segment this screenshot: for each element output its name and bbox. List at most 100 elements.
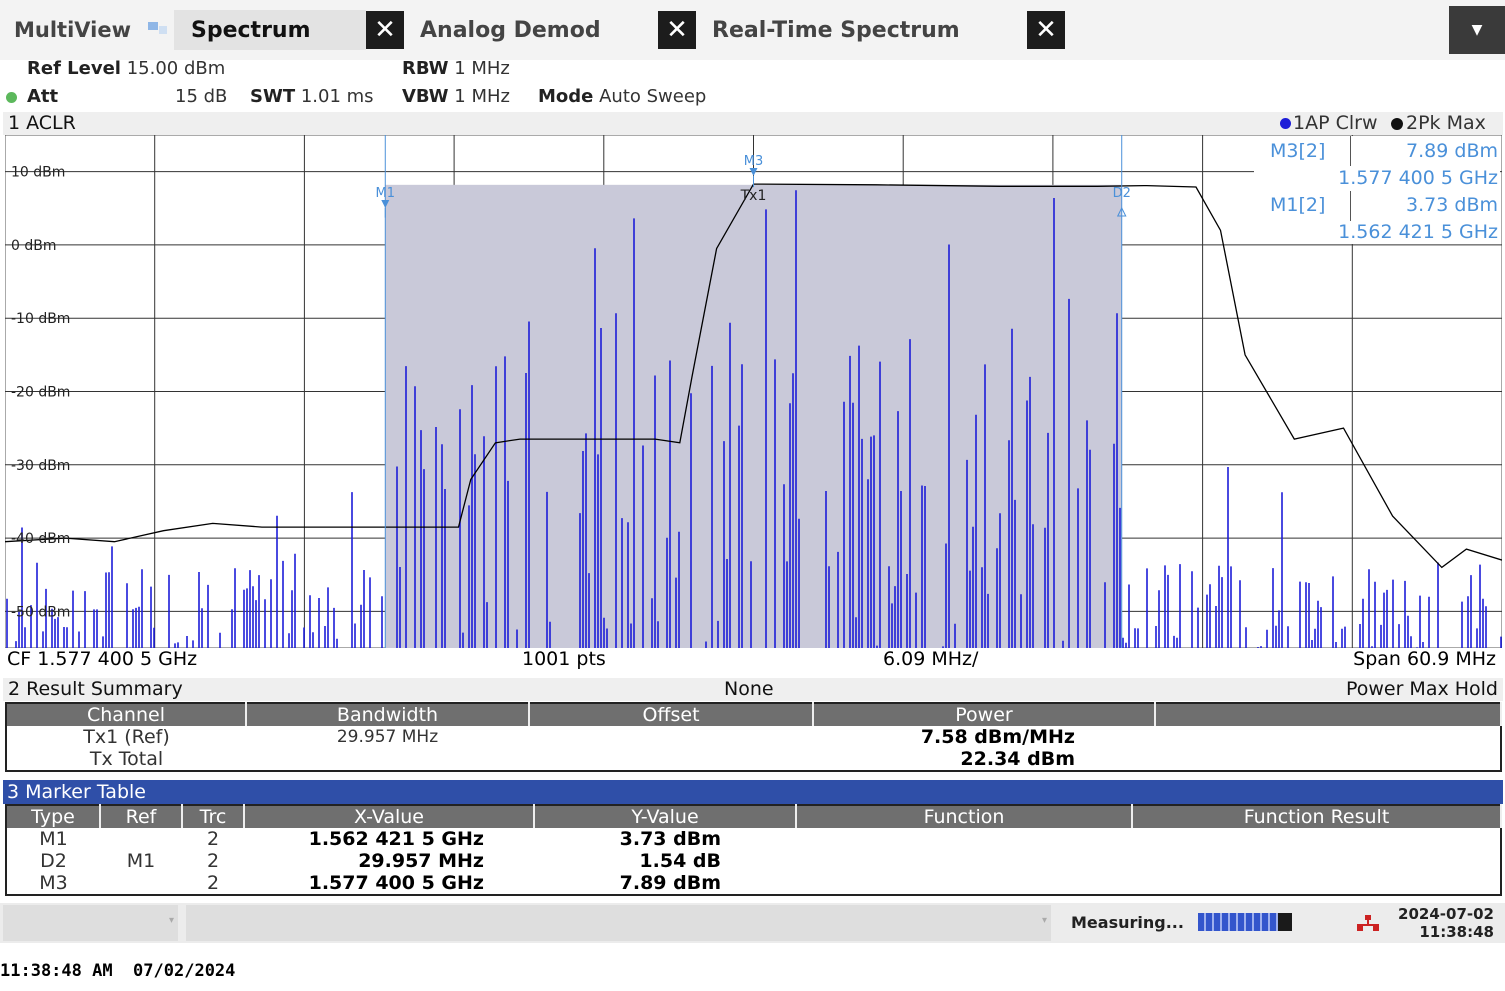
marker-table-header[interactable]: 3 Marker Table: [3, 780, 1503, 804]
ref-level-value: 15.00 dBm: [126, 58, 226, 79]
marker-d2[interactable]: D2: [1113, 135, 1131, 648]
tab-bar: MultiView Spectrum ✕ Analog Demod ✕ Real…: [0, 0, 1505, 60]
trace1-legend[interactable]: 1AP Clrw: [1293, 112, 1378, 134]
y-value-cell: 3.73 dBm: [619, 828, 721, 850]
tab-real-time-spectrum[interactable]: Real-Time Spectrum: [712, 17, 960, 43]
marker-readout-m3-freq: 1.577 400 5 GHz: [1338, 167, 1498, 189]
extra-cell: [1155, 726, 1501, 748]
status-time: 11:38:48: [1419, 923, 1494, 941]
status-date: 2024-07-02: [1398, 905, 1494, 923]
marker-readout-m3-name: M3[2]: [1270, 140, 1326, 162]
result-summary-right: Power Max Hold: [1345, 678, 1498, 700]
function-cell: [796, 872, 1132, 895]
trace2-legend[interactable]: 2Pk Max: [1406, 112, 1486, 134]
table-row[interactable]: M3 2 1.577 400 5 GHz 7.89 dBm: [6, 872, 1501, 895]
trace2-dot-icon: [1391, 118, 1403, 130]
ref-level-label: Ref Level: [27, 58, 121, 79]
rbw-label: RBW: [402, 58, 449, 79]
marker-label: M1: [376, 186, 396, 201]
trace2-line: [5, 183, 1502, 569]
network-icon: [1356, 915, 1380, 931]
multiview-icon: [148, 20, 168, 36]
y-tick-label: -50 dBm: [11, 604, 70, 620]
ref-level-setting[interactable]: Ref Level 15.00 dBm: [27, 58, 225, 79]
col-function: Function: [796, 805, 1133, 828]
tab-analog-demod[interactable]: Analog Demod: [420, 17, 601, 43]
function-result-cell: [1132, 828, 1501, 850]
rbw-value: 1 MHz: [454, 58, 510, 79]
screenshot-timestamp: 11:38:48 AM 07/02/2024: [0, 961, 236, 981]
trc-cell: 2: [206, 850, 220, 872]
col-trc: Trc: [182, 805, 245, 828]
col-function-result: Function Result: [1132, 805, 1502, 828]
span-value[interactable]: Span 60.9 MHz: [1353, 648, 1496, 670]
function-result-cell: [1132, 850, 1501, 872]
status-bar: ▾ ▾ Measuring... 2024-07-02 11:38:48: [0, 903, 1505, 943]
status-field-2[interactable]: ▾: [186, 905, 1051, 941]
marker-table-header-row: Type Ref Trc X-Value Y-Value Function Fu…: [6, 805, 1502, 828]
table-row[interactable]: D2 M1 2 29.957 MHz 1.54 dB: [6, 850, 1501, 872]
close-analog-demod-icon[interactable]: ✕: [658, 11, 696, 49]
table-row[interactable]: Tx1 (Ref) 29.957 MHz 7.58 dBm/MHz: [6, 726, 1501, 748]
y-value-cell: 7.89 dBm: [619, 872, 721, 894]
col-ref: Ref: [100, 805, 183, 828]
trc-cell: 2: [206, 872, 220, 894]
marker-triangle-icon: [381, 200, 390, 208]
chevron-down-icon: ▾: [168, 915, 174, 926]
result-summary-title: 2 Result Summary: [8, 678, 183, 700]
marker-triangle-icon: [749, 168, 758, 176]
result-summary-header[interactable]: 2 Result Summary None Power Max Hold: [3, 678, 1503, 701]
type-cell: M3: [39, 872, 68, 894]
ref-cell: [100, 828, 182, 850]
function-cell: [796, 850, 1132, 872]
mode-setting[interactable]: Mode Auto Sweep: [538, 86, 706, 107]
table-row[interactable]: M1 2 1.562 421 5 GHz 3.73 dBm: [6, 828, 1501, 850]
status-field-1[interactable]: ▾: [3, 905, 178, 941]
dropdown-menu-button[interactable]: ▼: [1449, 6, 1505, 54]
marker-readout-m1-name: M1[2]: [1270, 194, 1326, 216]
x-value-cell: 1.562 421 5 GHz: [308, 828, 484, 850]
trace1-spikes: [6, 190, 1502, 648]
offset-cell: [529, 748, 813, 771]
center-frequency[interactable]: CF 1.577 400 5 GHz: [7, 648, 198, 670]
channel-cell: Tx1 (Ref): [83, 726, 170, 748]
swt-value: 1.01 ms: [300, 86, 374, 107]
col-x-value: X-Value: [244, 805, 535, 828]
bandwidth-cell: 29.957 MHz: [336, 727, 439, 747]
chevron-down-icon: ▼: [1471, 22, 1483, 38]
power-cell: 22.34 dBm: [960, 748, 1075, 770]
bandwidth-cell: [246, 748, 529, 771]
att-label-wrap[interactable]: Att: [27, 86, 58, 107]
close-spectrum-icon[interactable]: ✕: [366, 11, 404, 49]
swt-setting[interactable]: SWT 1.01 ms: [250, 86, 374, 107]
marker-label: D2: [1113, 186, 1131, 201]
col-channel: Channel: [6, 703, 247, 726]
marker-m3[interactable]: M3: [744, 154, 764, 188]
window1-title: 1 ACLR: [8, 112, 76, 134]
x-value-cell: 29.957 MHz: [358, 850, 484, 872]
aclr-spectrum-chart[interactable]: 10 dBm 0 dBm -10 dBm -20 dBm -30 dBm -40 dBm -…: [5, 135, 1502, 648]
offset-cell: [529, 726, 813, 748]
marker-label: M3: [744, 154, 764, 169]
ref-cell: M1: [126, 850, 156, 872]
division-width: 6.09 MHz/: [883, 648, 979, 670]
table-row[interactable]: Tx Total 22.34 dBm: [6, 748, 1501, 771]
y-tick-label: 10 dBm: [11, 165, 65, 181]
vbw-setting[interactable]: VBW 1 MHz: [402, 86, 510, 107]
y-tick-label: -40 dBm: [11, 531, 70, 547]
progress-bar-fill: [1198, 913, 1278, 931]
close-real-time-spectrum-icon[interactable]: ✕: [1027, 11, 1065, 49]
att-value[interactable]: 15 dB: [175, 86, 228, 107]
rbw-setting[interactable]: RBW 1 MHz: [402, 58, 510, 79]
y-tick-label: -30 dBm: [11, 458, 70, 474]
tab-spectrum[interactable]: Spectrum: [174, 10, 366, 50]
result-summary-center: None: [724, 678, 774, 700]
window1-header[interactable]: 1 ACLR 1AP Clrw 2Pk Max: [3, 112, 1503, 135]
marker-m1[interactable]: M1: [376, 135, 396, 648]
progress-bar: [1198, 913, 1292, 931]
col-power: Power: [813, 703, 1156, 726]
y-tick-labels: 10 dBm 0 dBm -10 dBm -20 dBm -30 dBm -40 dBm -…: [11, 165, 70, 621]
multiview-tab[interactable]: MultiView: [14, 18, 132, 42]
mode-label: Mode: [538, 86, 594, 107]
marker-table-title: 3 Marker Table: [7, 781, 146, 803]
